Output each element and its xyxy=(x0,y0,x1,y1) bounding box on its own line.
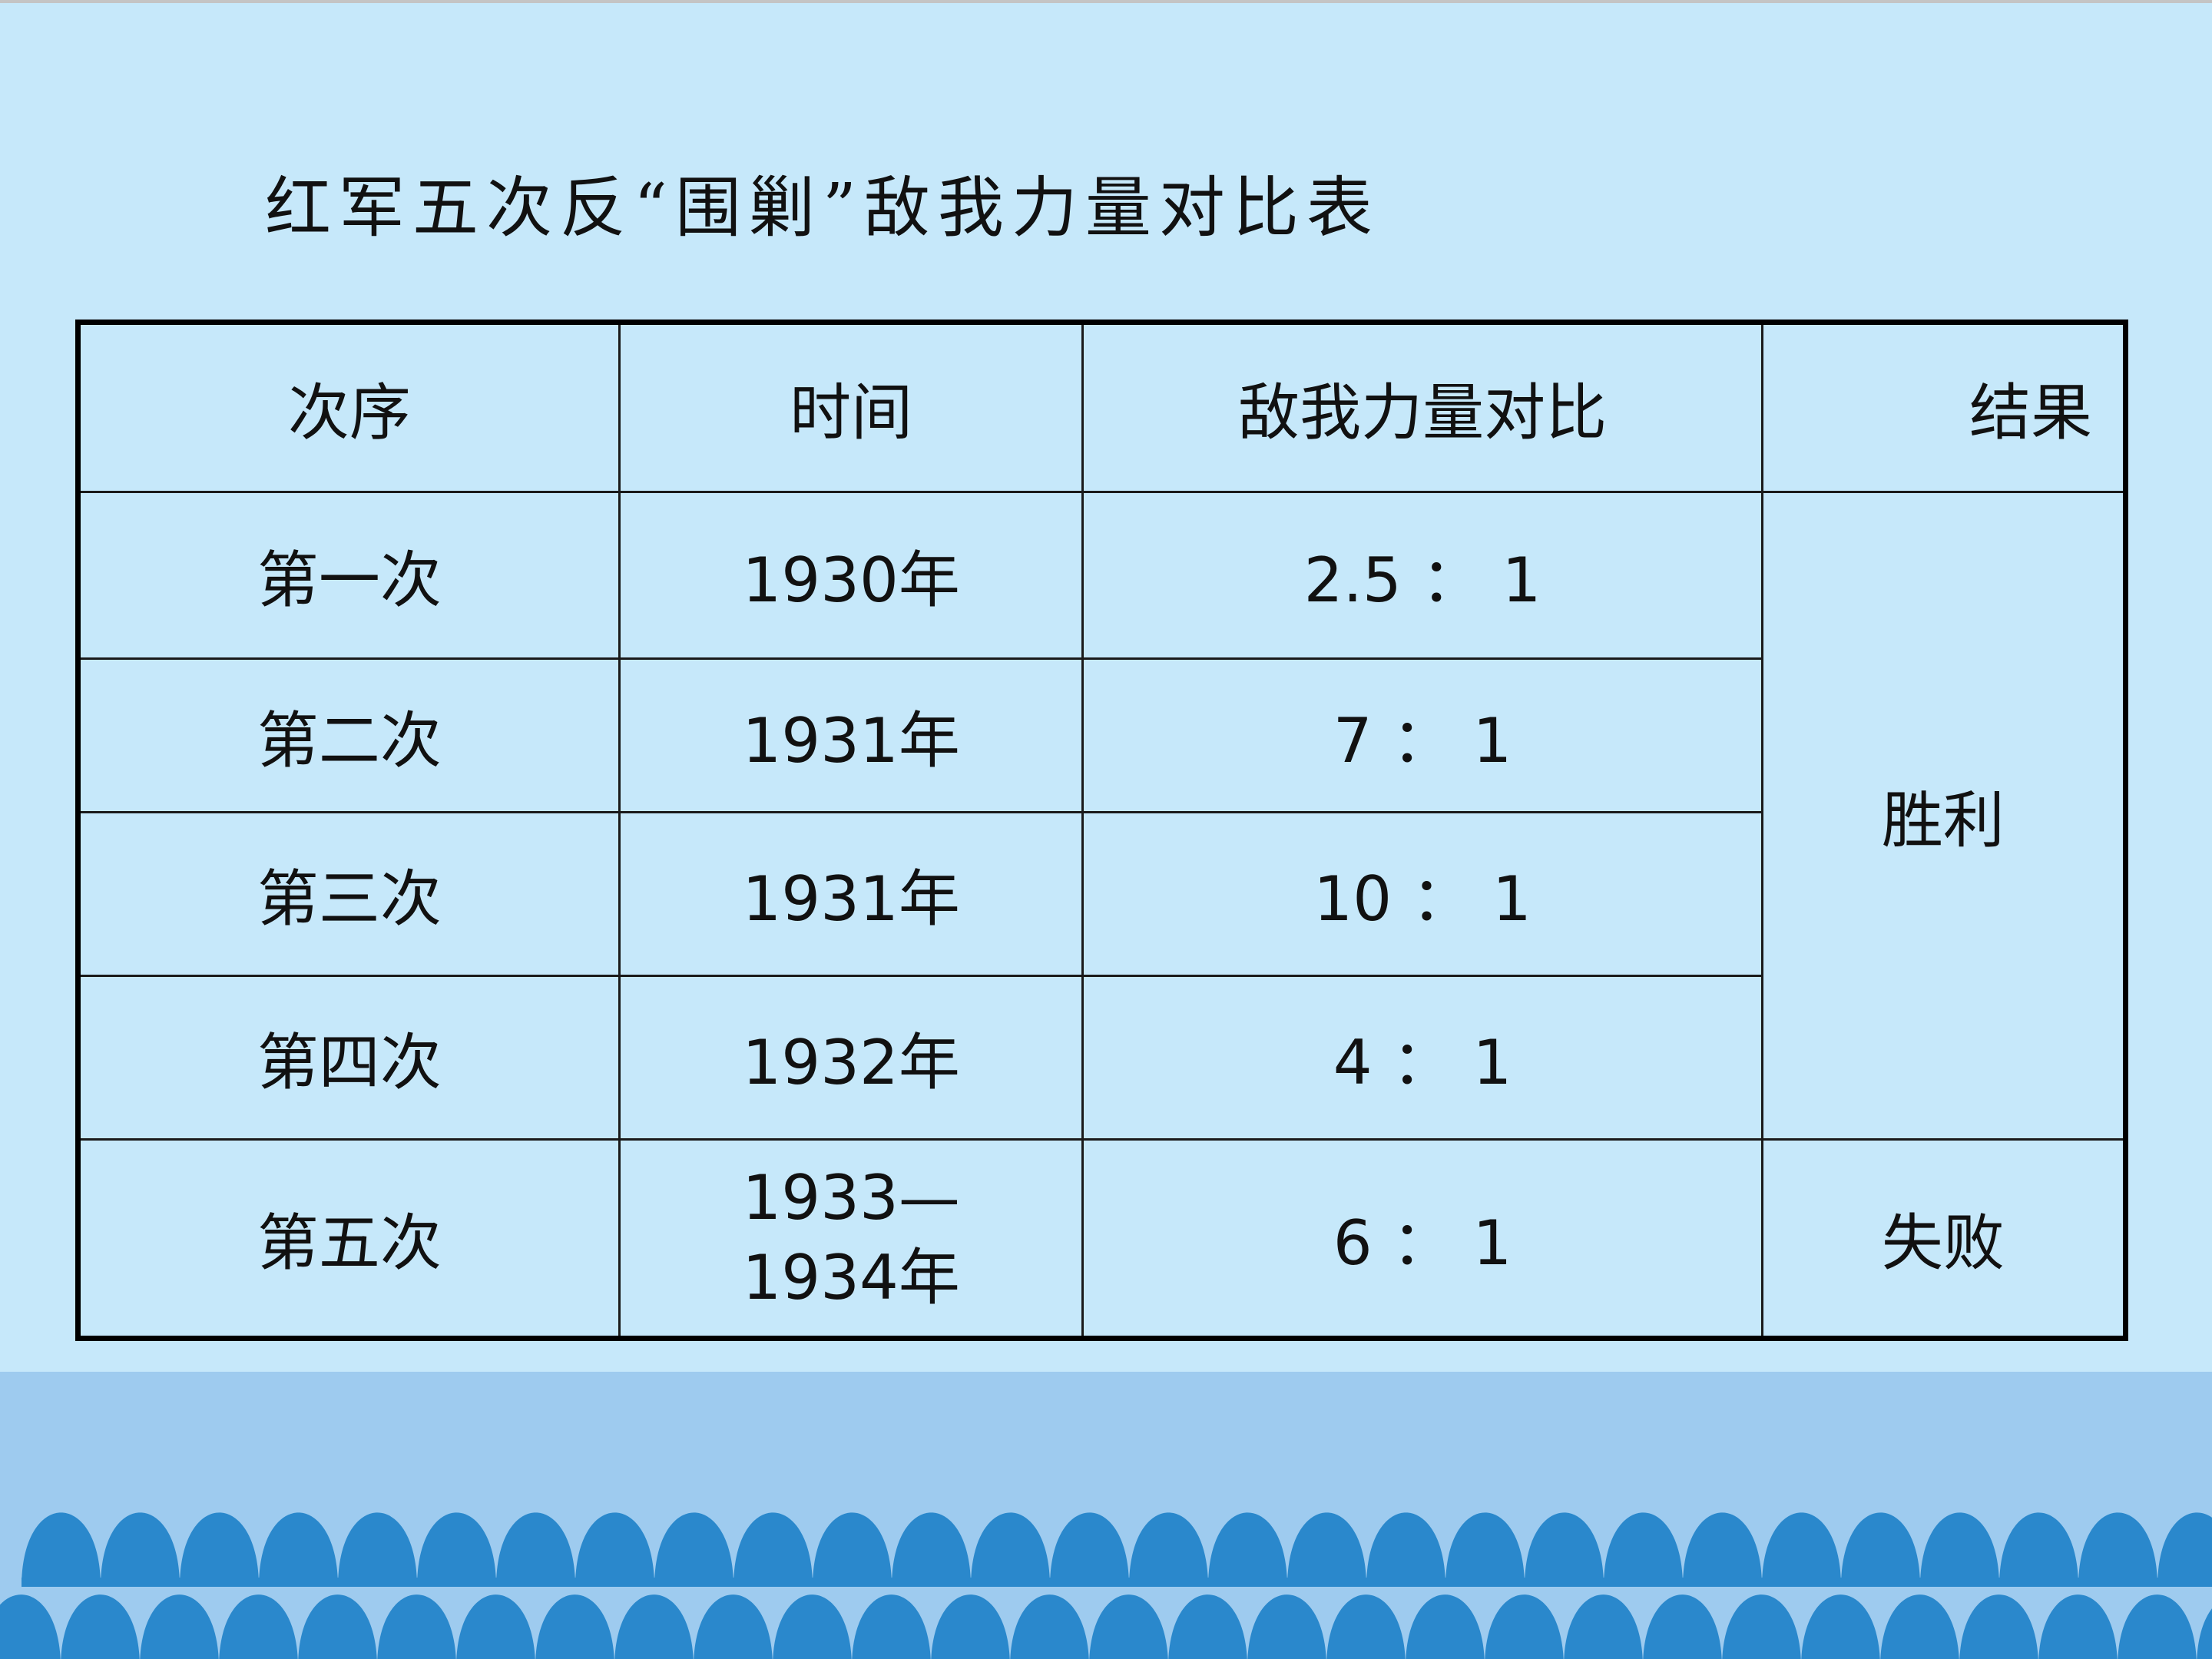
wave-arch xyxy=(259,1512,338,1587)
wave-arch xyxy=(1683,1512,1762,1587)
wave-arch xyxy=(1485,1594,1564,1659)
wave-arch xyxy=(1406,1594,1485,1659)
wave-arch xyxy=(614,1594,694,1659)
wave-arch xyxy=(2197,1608,2212,1659)
wave-arch xyxy=(654,1512,733,1587)
wave-arch xyxy=(1168,1594,1247,1659)
wave-arch xyxy=(1920,1512,1999,1587)
wave-arch xyxy=(1445,1512,1525,1587)
comparison-table: 次序 时间 敌我力量对比 结果 第一次 1930年 2.5 ： 1 胜利 第二次… xyxy=(75,320,2128,1341)
wave-arch xyxy=(535,1594,614,1659)
wave-arch xyxy=(733,1512,813,1587)
result-cell-victory: 胜利 xyxy=(1760,491,2128,1141)
wave-arch xyxy=(1129,1512,1208,1587)
order-cell: 第四次 xyxy=(77,975,621,1141)
wave-arch xyxy=(892,1512,971,1587)
header-row: 次序 时间 敌我力量对比 结果 xyxy=(77,321,2128,493)
wave-arch xyxy=(1959,1594,2038,1659)
wave-arch xyxy=(2118,1594,2197,1659)
wave-arch xyxy=(219,1594,298,1659)
table-row: 第五次 1933—1934年 6 ： 1 失败 xyxy=(77,1138,2128,1339)
wave-arch xyxy=(298,1594,377,1659)
wave-arch xyxy=(1089,1594,1168,1659)
order-cell: 第一次 xyxy=(77,491,621,660)
ratio-cell: 2.5 ： 1 xyxy=(1081,491,1763,660)
wave-arch xyxy=(61,1594,140,1659)
result-cell-defeat: 失败 xyxy=(1760,1138,2128,1339)
order-cell: 第二次 xyxy=(77,657,621,813)
wave-arch xyxy=(575,1512,654,1587)
wave-arch xyxy=(694,1594,773,1659)
wave-arch xyxy=(1050,1512,1129,1587)
table-row: 第三次 1931年 10 ： 1 xyxy=(77,811,2126,977)
time-cell: 1933—1934年 xyxy=(618,1138,1084,1339)
wave-arch xyxy=(2038,1594,2118,1659)
header-result: 结果 xyxy=(1760,321,2128,493)
wave-arch xyxy=(852,1594,931,1659)
header-ratio: 敌我力量对比 xyxy=(1081,321,1763,493)
wave-arch xyxy=(1999,1512,2078,1587)
wave-arch xyxy=(931,1594,1010,1659)
wave-arch xyxy=(0,1594,61,1659)
wave-arch xyxy=(1880,1594,1959,1659)
wave-arch xyxy=(1326,1594,1406,1659)
time-cell: 1931年 xyxy=(618,657,1084,813)
time-cell: 1930年 xyxy=(618,491,1084,660)
wave-arch xyxy=(417,1512,496,1587)
ratio-cell: 6 ： 1 xyxy=(1081,1138,1763,1339)
table-row: 第一次 1930年 2.5 ： 1 胜利 xyxy=(77,491,2128,1141)
ratio-cell: 10 ： 1 xyxy=(1081,811,1763,977)
header-order: 次序 xyxy=(77,321,621,493)
order-cell: 第五次 xyxy=(77,1138,621,1339)
wave-arch xyxy=(1604,1512,1683,1587)
wave-arch xyxy=(1722,1594,1801,1659)
wave-arch xyxy=(1247,1594,1326,1659)
wave-arch xyxy=(377,1594,456,1659)
wave-arch xyxy=(1287,1512,1366,1587)
wave-arch xyxy=(1762,1512,1841,1587)
wave-arch xyxy=(813,1512,892,1587)
wave-arch xyxy=(140,1594,219,1659)
page-title: 红军五次反“围剿”敌我力量对比表 xyxy=(265,170,1380,247)
wave-arch xyxy=(2157,1512,2212,1587)
wave-arch xyxy=(971,1512,1050,1587)
wave-arch xyxy=(1366,1512,1445,1587)
wave-arch xyxy=(1208,1512,1287,1587)
wave-arch xyxy=(180,1512,259,1587)
wave-arch xyxy=(1010,1594,1089,1659)
ratio-cell: 7 ： 1 xyxy=(1081,657,1763,813)
wave-arch xyxy=(1801,1594,1880,1659)
wave-arch xyxy=(456,1594,535,1659)
wave-decoration xyxy=(0,1512,2212,1659)
wave-arch xyxy=(1841,1512,1920,1587)
table-row: 第二次 1931年 7 ： 1 xyxy=(77,657,2126,813)
wave-arch xyxy=(1525,1512,1604,1587)
wave-arch xyxy=(338,1512,417,1587)
time-cell: 1932年 xyxy=(618,975,1084,1141)
wave-arch xyxy=(2078,1512,2157,1587)
wave-arch xyxy=(1564,1594,1643,1659)
wave-arch xyxy=(773,1594,852,1659)
header-time: 时间 xyxy=(618,321,1084,493)
wave-arch xyxy=(101,1512,180,1587)
wave-arch xyxy=(1643,1594,1722,1659)
wave-arch xyxy=(22,1512,101,1587)
time-cell: 1931年 xyxy=(618,811,1084,977)
wave-arch xyxy=(496,1512,575,1587)
ratio-cell: 4 ： 1 xyxy=(1081,975,1763,1141)
order-cell: 第三次 xyxy=(77,811,621,977)
top-border xyxy=(0,0,2212,3)
table-row: 第四次 1932年 4 ： 1 xyxy=(77,975,2126,1141)
